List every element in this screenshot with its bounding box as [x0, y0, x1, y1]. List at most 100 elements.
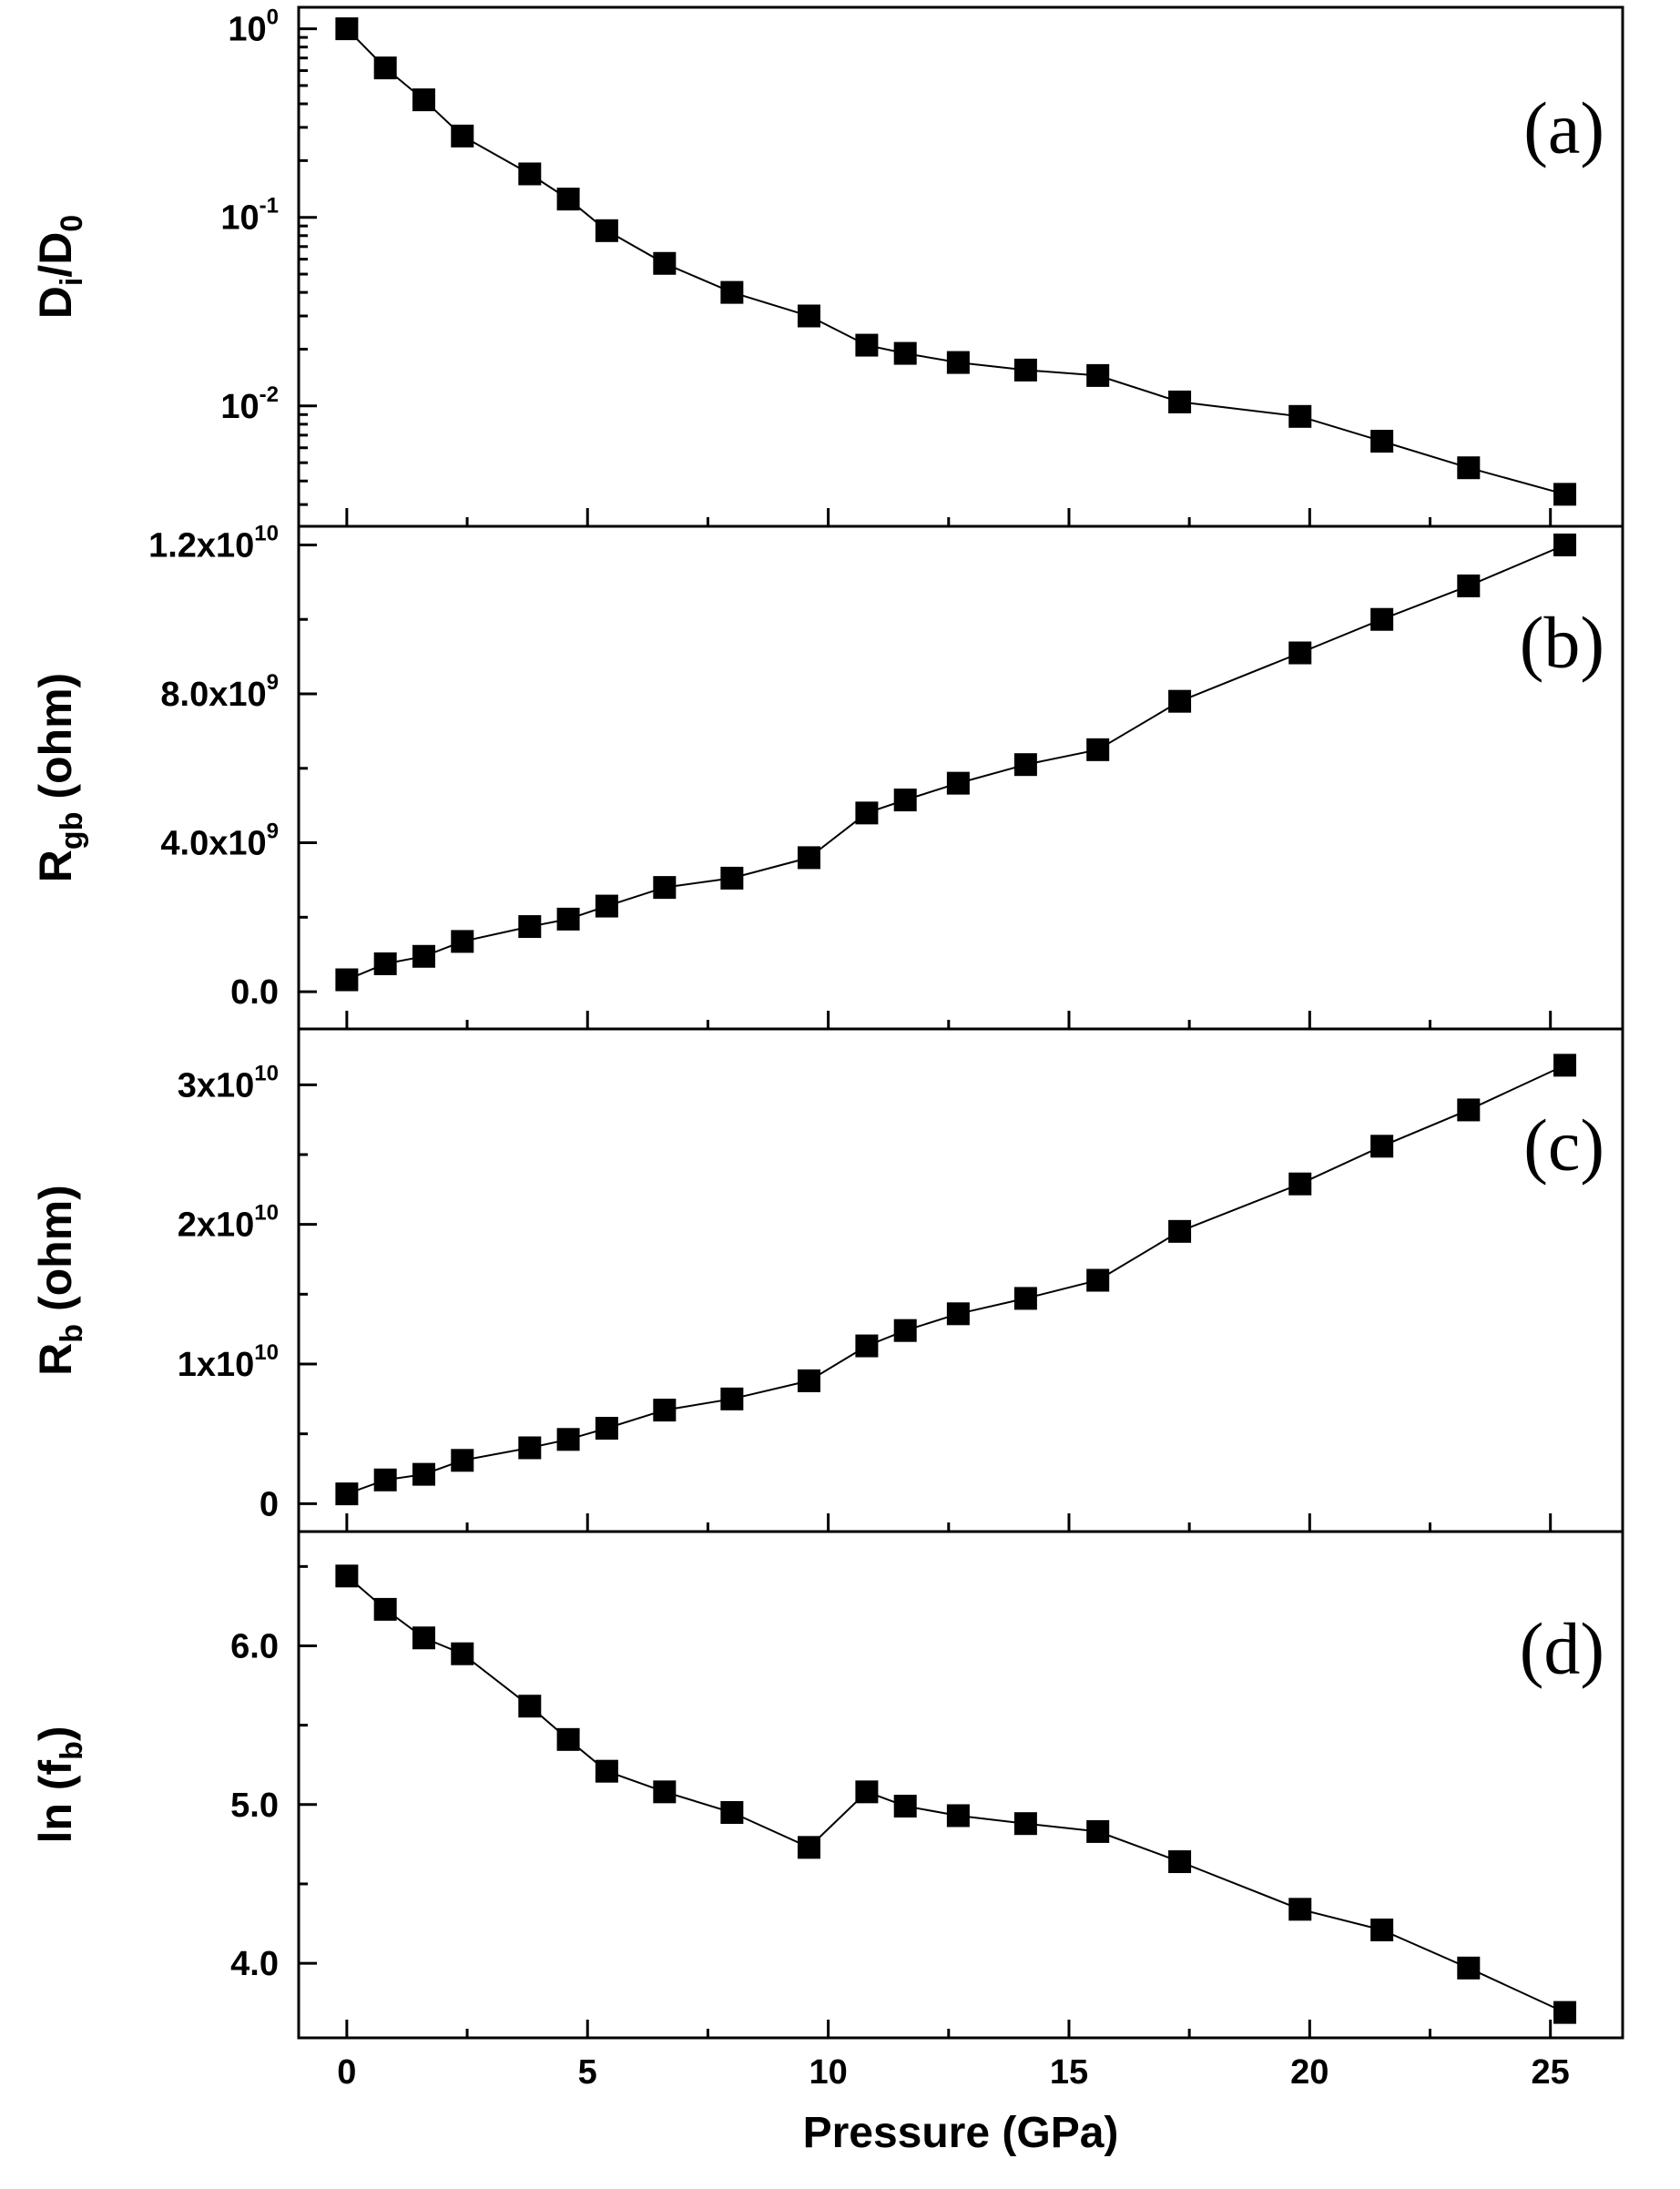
xtick-label: 10	[809, 2053, 847, 2092]
ytick-exponent: 9	[267, 670, 279, 695]
ylabel-rest: )	[30, 1726, 81, 1741]
panel-b-data-point	[518, 915, 542, 939]
panel-c-ytick-label: 3x1010	[178, 1061, 279, 1105]
panel-d-ytick-label: 6.0	[230, 1627, 279, 1665]
ylabel-subscript: b	[55, 1741, 89, 1760]
panel-c-data-point	[1553, 1054, 1577, 1077]
panel-c-data-point	[1288, 1172, 1312, 1196]
panel-d-data-point	[797, 1836, 820, 1859]
panel-c-ytick-label: 2x1010	[178, 1201, 279, 1245]
panel-a-data-point	[1168, 390, 1192, 413]
panel-a-ytick-label: 100	[228, 5, 279, 49]
panel-a-ytick-label: 10-1	[220, 194, 279, 238]
panel-b-data-point	[893, 789, 917, 812]
panel-d-data-point	[595, 1759, 618, 1783]
panel-c-data-point	[797, 1369, 820, 1392]
xtick-label: 0	[337, 2053, 356, 2092]
panel-b: 0.0 4.0x10 98.0x109 1.2x1010 Rgb (ohm) (b)	[30, 521, 1624, 1031]
panel-b-data-point	[1457, 574, 1481, 597]
panel-c-data-point	[373, 1468, 397, 1492]
panel-b-data-point	[1370, 607, 1394, 631]
panel-a-data-point	[412, 88, 435, 112]
panel-b-data-point	[1553, 533, 1577, 556]
panel-a-data-point	[373, 56, 397, 80]
panel-a-data-point	[518, 162, 542, 186]
panel-a-data-point	[1013, 358, 1037, 382]
panel-b-ytick-label: 8.0x109	[160, 670, 279, 714]
panel-b-data-point	[1168, 689, 1192, 713]
panel-a-data-point	[855, 333, 879, 357]
panel-d-data-point	[518, 1695, 542, 1718]
panel-c-data-point	[653, 1399, 677, 1422]
panel-a-data-point	[946, 351, 970, 374]
ylabel-main: ln (f	[30, 1760, 81, 1844]
ytick-base: 2x10	[178, 1206, 255, 1245]
ytick-base: 4.0x10	[160, 825, 266, 863]
panel-c-data-point	[412, 1462, 435, 1486]
panel-c-data-point	[1086, 1268, 1110, 1292]
panel-c-data-point	[1370, 1135, 1394, 1158]
panel-c-data-point	[946, 1302, 970, 1326]
panel-c-data-point	[1457, 1098, 1481, 1122]
ylabel-rest: (ohm)	[30, 673, 81, 812]
panel-a-data-point	[1457, 456, 1481, 480]
panel-b-data-point	[1086, 738, 1110, 761]
panel-c-ytick-label: 1x1010	[178, 1340, 279, 1384]
panel-d-data-point	[412, 1626, 435, 1650]
ylabel-rest: (ohm)	[30, 1185, 81, 1324]
panel-c-data-point	[556, 1428, 580, 1451]
ytick-base: 3x10	[178, 1066, 255, 1105]
panel-c-data-point	[893, 1318, 917, 1342]
panel-c-data-point	[1168, 1219, 1192, 1243]
panel-b-data-point	[653, 876, 677, 900]
xtick-label: 15	[1050, 2053, 1088, 2092]
panel-c-data-point	[1013, 1287, 1037, 1310]
panel-d-data-point	[946, 1804, 970, 1828]
ytick-base: 0	[260, 1485, 279, 1523]
panel-d-data-point	[1553, 2001, 1577, 2024]
ytick-base: 10	[228, 11, 266, 49]
panel-d-data-point	[893, 1795, 917, 1818]
ytick-base: 1.2x10	[148, 526, 254, 565]
panel-d-data-point	[335, 1564, 359, 1588]
panel-d-label: (d)	[1520, 1610, 1604, 1690]
panel-a-data-point	[1288, 404, 1312, 428]
ytick-base: 0.0	[230, 973, 279, 1012]
panel-c-data-point	[595, 1417, 618, 1441]
panel-a-series-line	[346, 27, 1565, 495]
panel-c-data-point	[855, 1334, 879, 1358]
panel-b-ytick-label: 1.2x1010	[148, 521, 279, 565]
ytick-base: 5.0	[230, 1787, 279, 1825]
panel-b-ylabel: Rgb (ohm)	[30, 673, 89, 882]
panel-d-data-point	[1457, 1956, 1481, 1980]
panel-d-ytick-label: 5.0	[230, 1787, 279, 1825]
ytick-exponent: 10	[254, 1061, 279, 1085]
panel-c-data-point	[720, 1387, 744, 1410]
panel-b-data-point	[373, 952, 397, 975]
ytick-base: 4.0	[230, 1945, 279, 1983]
panel-d-data-point	[1013, 1812, 1037, 1836]
panel-c-frame	[297, 1027, 1624, 1533]
ylabel-mid: /D	[30, 232, 81, 278]
panel-d-data-point	[1086, 1819, 1110, 1843]
panel-b-label: (b)	[1520, 604, 1604, 684]
ytick-base: 1x10	[178, 1346, 255, 1384]
panel-a-data-point	[451, 124, 474, 148]
ytick-exponent: -1	[260, 194, 279, 219]
ylabel-subscript: 0	[55, 215, 89, 232]
ytick-exponent: 10	[254, 1201, 279, 1226]
ytick-exponent: 10	[254, 521, 279, 545]
xtick-label: 25	[1532, 2053, 1570, 2092]
panel-b-data-point	[335, 968, 359, 992]
panel-a-data-point	[1086, 363, 1110, 387]
panel-a-data-point	[797, 304, 820, 328]
panel-c-ylabel: Rb (ohm)	[30, 1185, 89, 1376]
ylabel-main: R	[30, 850, 81, 882]
panel-b-data-point	[556, 907, 580, 931]
panel-d-data-point	[1168, 1850, 1192, 1874]
panel-d-frame	[297, 1530, 1624, 2040]
panel-d: 4.0 5.0 6.0 ln (fb) (d)	[30, 1530, 1624, 2040]
